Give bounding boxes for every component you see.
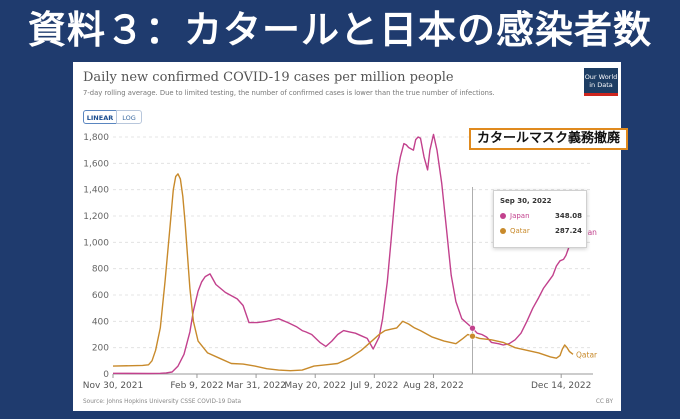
y-tick-label: 1,600 [83, 159, 109, 169]
y-tick-label: 400 [92, 317, 109, 327]
log-scale-button[interactable]: LOG [116, 110, 142, 124]
line-chart: 0 200 400 600 800 1,000 1,200 1,400 1,600 1,800 N… [83, 133, 598, 391]
tooltip-value: 348.08 [554, 212, 582, 220]
tooltip-row-japan: Japan 348.08 [500, 212, 582, 220]
y-tick-label: 800 [92, 265, 109, 275]
mask-mandate-annotation: カタールマスク義務撤廃 [469, 128, 629, 150]
y-tick-label: 600 [92, 291, 109, 301]
series-line-japan [112, 133, 574, 375]
series-layer: Japan Qatar [112, 133, 598, 375]
y-tick-label: 1,400 [83, 186, 109, 196]
hover-point-japan [469, 324, 476, 332]
x-tick-label: Jul 9, 2022 [349, 381, 398, 391]
y-tick-label: 0 [103, 370, 109, 380]
logo-line-1: Our World [584, 73, 618, 81]
owid-logo: Our World in Data [584, 68, 618, 96]
tooltip-series-name: Qatar [510, 227, 530, 235]
logo-line-2: in Data [589, 80, 613, 89]
hover-tooltip: Sep 30, 2022 Japan 348.08 Qatar 287.24 [493, 190, 587, 248]
tooltip-row-qatar: Qatar 287.24 [500, 227, 582, 235]
chart-subtitle: 7-day rolling average. Due to limited te… [83, 89, 495, 97]
x-tick-label: Mar 31, 2022 [226, 381, 286, 391]
y-tick-label: 1,800 [83, 133, 109, 143]
license-link[interactable]: CC BY [595, 399, 613, 405]
y-tick-label: 200 [92, 344, 109, 354]
series-line-qatar [112, 173, 574, 372]
x-tick-label: May 20, 2022 [284, 381, 346, 391]
japan-color-dot [500, 213, 506, 219]
chart-card: Daily new confirmed COVID-19 cases per m… [73, 62, 629, 411]
x-tick-label: Nov 30, 2021 [83, 381, 144, 391]
slide-title: 資料３：カタールと日本の感染者数 [27, 8, 652, 52]
source-note: Source: Johns Hopkins University CSSE CO… [83, 399, 242, 405]
series-end-label: Qatar [576, 350, 598, 359]
x-tick-label: Aug 28, 2022 [403, 381, 464, 391]
y-tick-label: 1,200 [83, 212, 109, 222]
tooltip-value: 287.24 [554, 227, 582, 235]
hover-point-qatar [469, 332, 476, 340]
y-tick-label: 1,000 [83, 238, 109, 248]
grid-layer: 0 200 400 600 800 1,000 1,200 1,400 1,600 1,800 [83, 133, 593, 380]
qatar-color-dot [500, 228, 506, 234]
x-tick-label: Feb 9, 2022 [170, 381, 223, 391]
tooltip-date: Sep 30, 2022 [500, 197, 552, 205]
chart-title: Daily new confirmed COVID-19 cases per m… [83, 70, 454, 85]
tooltip-series-name: Japan [510, 212, 530, 220]
x-tick-label: Dec 14, 2022 [531, 381, 591, 391]
